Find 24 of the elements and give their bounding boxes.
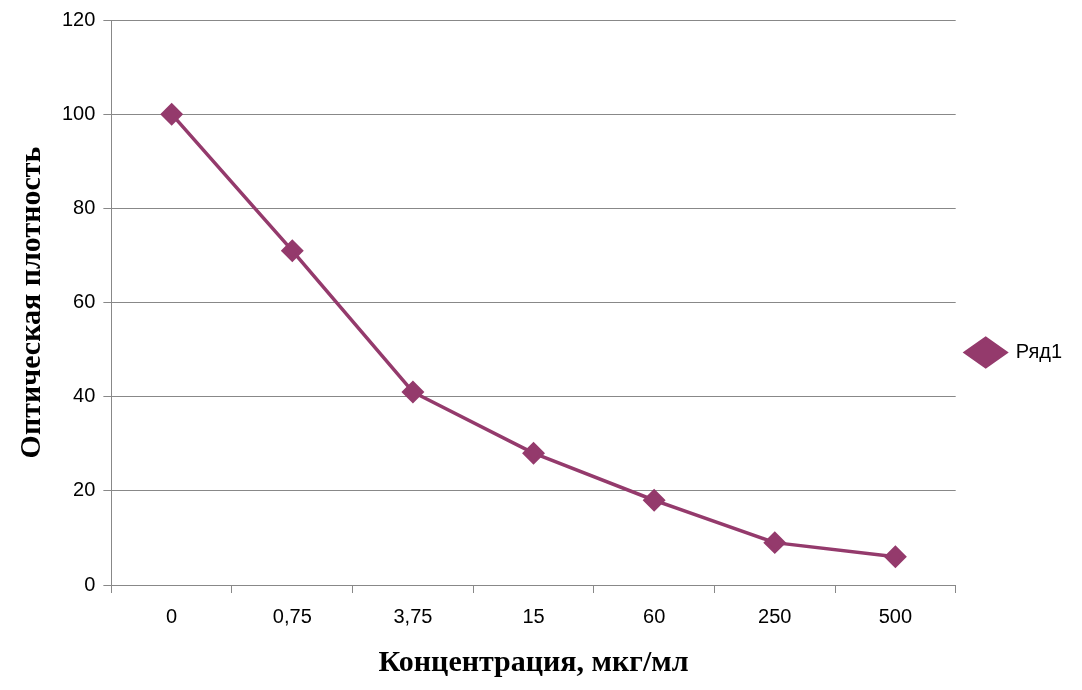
point [160, 103, 183, 125]
y-tick-label: 80 [73, 195, 96, 218]
x-tick-label: 15 [522, 604, 545, 627]
y-tick-label: 0 [84, 572, 96, 595]
x-axis-title: Концентрация, мкг/мл [378, 643, 689, 677]
x-tick-label: 0,75 [272, 604, 312, 627]
point [402, 381, 424, 403]
x-tick-label: 250 [758, 604, 792, 627]
point [281, 239, 304, 262]
y-tick-label: 40 [73, 384, 96, 407]
y-tick-label: 120 [61, 7, 96, 30]
y-tick-label: 60 [73, 290, 96, 313]
y-tick-label: 20 [73, 478, 96, 501]
x-tick-label: 3,75 [393, 604, 433, 627]
x-tick-label: 500 [878, 604, 913, 627]
x-tick-label: 0 [166, 604, 178, 627]
y-tick-label: 100 [61, 101, 96, 124]
y-axis-title: Оптическая плотность [12, 146, 46, 459]
point [643, 489, 665, 511]
point [764, 531, 786, 554]
point [522, 442, 545, 464]
point [884, 546, 907, 568]
legend-label: Ряд1 [1015, 340, 1063, 363]
x-tick-label: 60 [643, 604, 666, 627]
